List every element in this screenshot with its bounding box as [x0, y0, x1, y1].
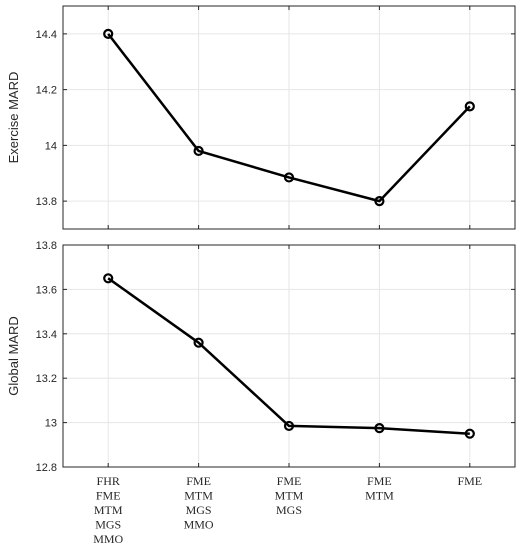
data-point [103, 273, 114, 284]
x-category-label-line: MGS [186, 503, 212, 517]
x-category-label-line: FHR [97, 474, 120, 488]
y-tick-label: 14.2 [36, 85, 57, 97]
x-category-label-line: MMO [93, 532, 123, 546]
y-axis-label: Global MARD [6, 316, 21, 395]
data-point [464, 428, 475, 439]
y-axis-label: Exercise MARD [6, 72, 21, 164]
data-point [193, 337, 204, 348]
x-category-label: FME [457, 474, 482, 488]
y-tick-label: 14.4 [36, 29, 57, 41]
y-tick-label: 13.4 [36, 329, 57, 341]
x-category-label-line: FME [186, 474, 211, 488]
x-category-label: FME MTM MGS MMO [184, 474, 214, 532]
y-tick-label: 13.8 [36, 196, 57, 208]
data-point [374, 196, 385, 207]
x-category-label: FME MTM MGS [275, 474, 304, 517]
x-category-label-line: MGS [95, 518, 121, 532]
data-point [464, 101, 475, 112]
x-category-label-line: FME [96, 489, 121, 503]
x-category-label-line: MTM [365, 489, 394, 503]
series-line [107, 33, 471, 203]
y-tick-label: 12.8 [36, 462, 57, 474]
x-category-label-line: FME [277, 474, 302, 488]
series-line [107, 277, 470, 435]
x-category-label-line: MTM [94, 503, 123, 517]
data-point [374, 423, 385, 434]
x-category-label-line: MMO [184, 518, 214, 532]
data-point [103, 28, 114, 39]
exercise-mard-panel: 13.8 14 14.2 14.4 Exercise MARD [6, 5, 516, 230]
y-tick-label: 13.8 [36, 240, 57, 252]
y-tick-label: 13.6 [36, 284, 57, 296]
y-tick-label: 13 [45, 418, 57, 430]
x-category-label-line: MTM [275, 489, 304, 503]
data-point [283, 420, 295, 432]
y-tick-label: 13.2 [36, 373, 57, 385]
data-point [193, 145, 204, 157]
data-point [283, 172, 295, 183]
x-category-label-line: MGS [276, 503, 302, 517]
x-category-label-line: FME [457, 474, 482, 488]
x-category-label-line: MTM [184, 489, 213, 503]
y-tick-label: 14 [45, 140, 57, 152]
x-category-label-line: FME [367, 474, 392, 488]
x-category-label: FME MTM [365, 474, 394, 503]
x-category-label: FHR FME MTM MGS MMO [93, 474, 123, 546]
